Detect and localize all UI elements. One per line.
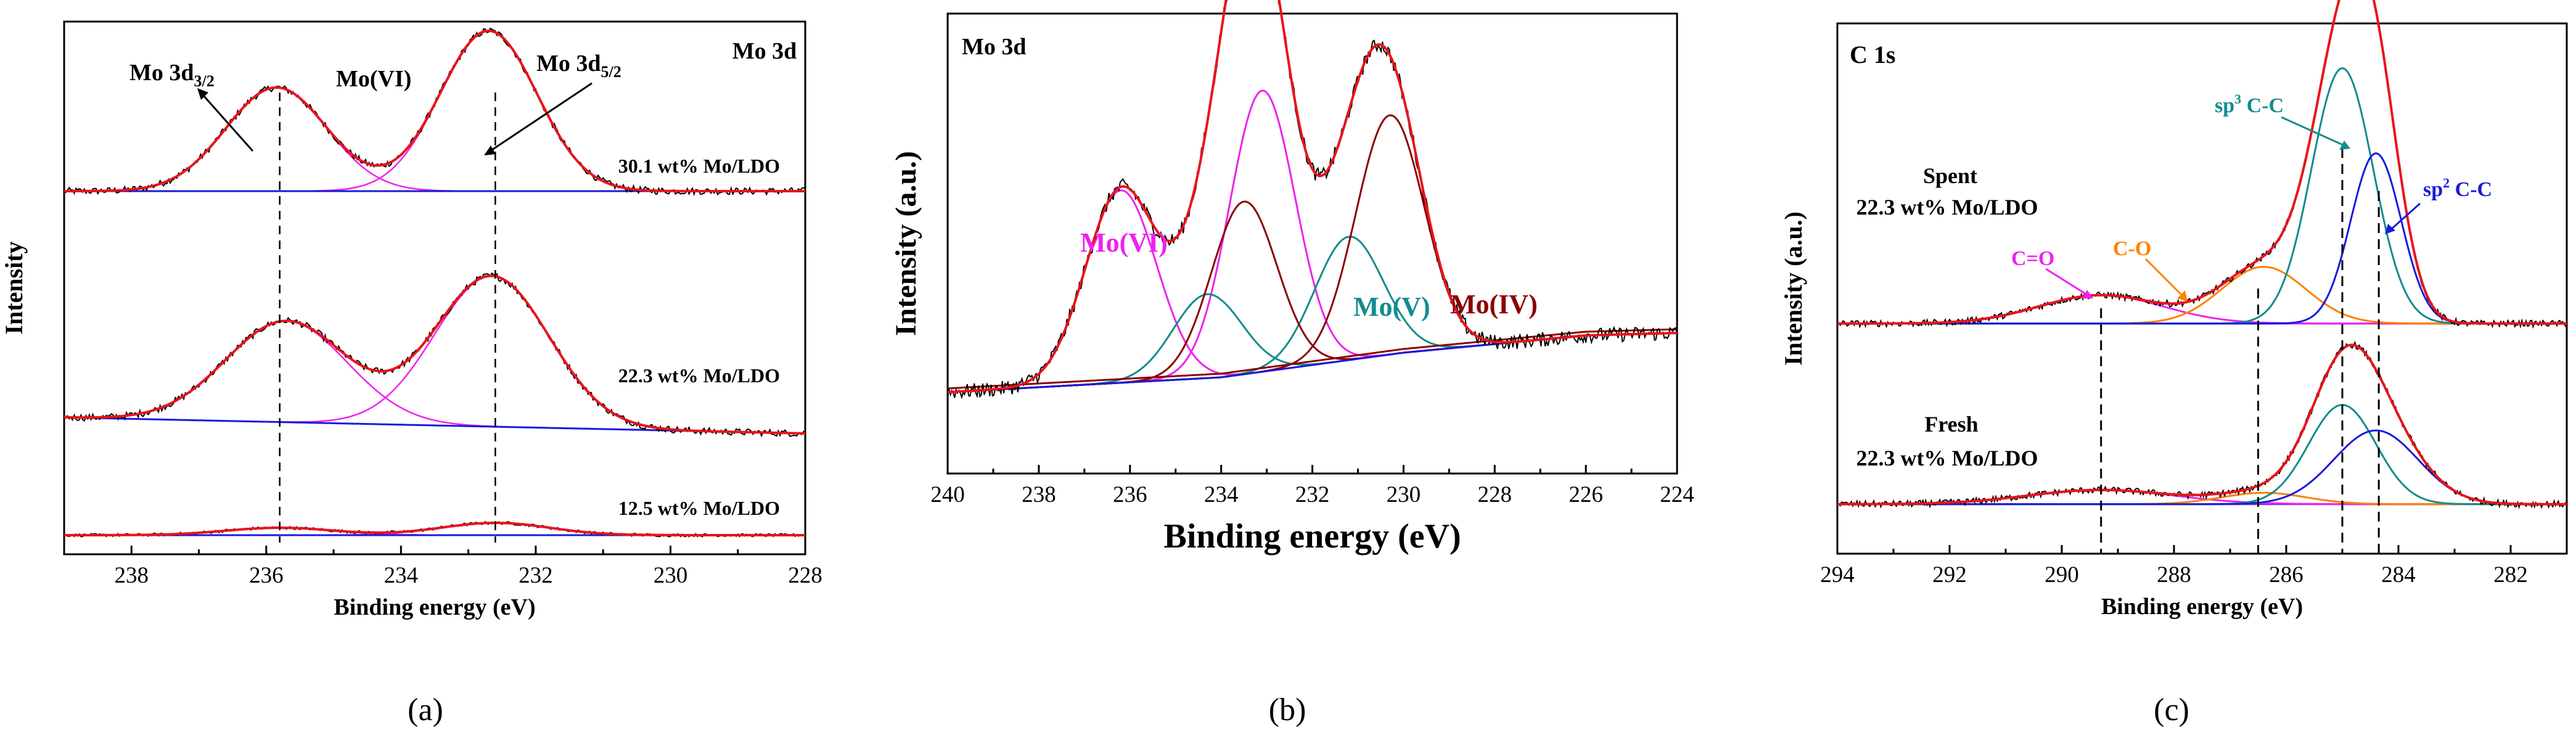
panel-a-arrow-shaft [202, 95, 254, 152]
panel-c-fit-envelope [1837, 0, 2567, 325]
panel-b-x-axis-label: Binding energy (eV) [1163, 517, 1461, 556]
panel-c-x-tick-label: 282 [2493, 562, 2528, 588]
panel-a-mo3d52-subscript: 5/2 [601, 63, 621, 81]
panel-c-spent-sample-label: 22.3 wt% Mo/LDO [1856, 195, 2038, 219]
panel-a: 238 236 234 232 230 228 Binding energy (eV) Int… [0, 20, 822, 620]
panel-a-x-tick-label: 236 [249, 563, 284, 588]
panel-b-mo4-label: Mo(IV) [1450, 289, 1538, 319]
panel-a-sample-label: 22.3 wt% Mo/LDO [618, 364, 780, 387]
panel-c-fresh-label: Fresh [1924, 412, 1978, 437]
panel-c-x-tick-label: 294 [1820, 562, 1855, 588]
panel-b: 240 238 236 234 232 230 228 226 224 Binding energ… [890, 0, 1694, 556]
panel-c-raw-spectrum [1837, 0, 2567, 329]
panel-c-raw-spectrum [1837, 340, 2567, 509]
panel-a-component-peak [64, 275, 806, 435]
panel-a-x-tick-label: 232 [519, 563, 553, 588]
panel-b-title: Mo 3d [962, 34, 1027, 60]
panel-c-ceo-arrow-head [2082, 290, 2093, 298]
panel-a-arrow-shaft [490, 82, 593, 152]
panel-b-component-peak [947, 236, 1678, 393]
panel-a-mo3d32-label: Mo 3d3/2 [129, 60, 215, 90]
caption-a: (a) [408, 692, 443, 728]
panel-b-x-tick-label: 230 [1387, 482, 1421, 507]
panel-c-sp3-label: sp3 C-C [2215, 91, 2284, 117]
panel-b-x-tick-label: 232 [1295, 482, 1330, 507]
panel-c-component-peak [1837, 294, 2567, 325]
panel-b-y-axis-label: Intensity (a.u.) [890, 151, 922, 336]
panel-b-x-tick-label: 234 [1204, 482, 1239, 507]
panel-a-x-tick-label: 230 [654, 563, 688, 588]
panel-b-x-tick-label: 240 [930, 482, 965, 507]
panel-a-plot-frame [63, 20, 806, 556]
panel-b-plot-frame [946, 12, 1678, 475]
panel-c-sp2-label: sp2 C-C [2423, 175, 2492, 201]
panel-c-sp3-rest: C-C [2241, 94, 2284, 117]
panel-a-mo3d32-subscript: 3/2 [194, 72, 215, 90]
panel-c-x-tick-label: 286 [2269, 562, 2303, 588]
panel-c-ceo-label: C=O [2011, 247, 2054, 270]
panel-c-co-arrow-head [2177, 290, 2188, 301]
panel-a-arrow-head [197, 88, 208, 100]
panel-c-x-tick-label: 292 [1932, 562, 1967, 588]
panel-c-spent-label: Spent [1923, 163, 1977, 188]
panel-c-sp3-superscript: 3 [2234, 91, 2241, 107]
panel-a-raw-spectrum [64, 272, 806, 438]
panel-a-arrow-head [484, 146, 496, 155]
panel-c-fit-envelope [1837, 343, 2567, 506]
panel-c: 294 292 290 288 286 284 282 Binding energy (eV)… [1779, 0, 2568, 620]
panel-a-sample-label: 12.5 wt% Mo/LDO [618, 497, 780, 519]
panel-b-x-tick-label: 238 [1022, 482, 1056, 507]
panel-a-title: Mo 3d [732, 38, 797, 64]
panel-b-background-line [947, 328, 1678, 390]
panel-c-co-label: C-O [2113, 237, 2151, 260]
panel-c-sp2-arrow [2390, 202, 2421, 231]
panel-c-x-axis-label: Binding energy (eV) [2101, 594, 2303, 620]
panel-c-sp3-arrow-head [2339, 141, 2350, 150]
panel-c-co-arrow [2144, 258, 2184, 297]
caption-c: (c) [2154, 692, 2189, 728]
panel-c-sp3-arrow [2281, 116, 2344, 146]
panel-a-fit-envelope [64, 29, 805, 192]
panel-a-mo6-label: Mo(VI) [336, 66, 411, 92]
panel-c-plot-frame [1836, 22, 2568, 555]
panel-a-y-axis-label: Intensity [0, 241, 28, 334]
panel-a-fit-envelope [64, 522, 805, 536]
panel-c-x-tick-label: 288 [2157, 562, 2191, 588]
panel-a-x-tick-label: 228 [788, 563, 822, 588]
panel-a-fit-envelope [64, 274, 806, 435]
panel-c-y-axis-label: Intensity (a.u.) [1779, 211, 1807, 366]
panel-c-sp2-superscript: 2 [2443, 175, 2450, 191]
panel-b-mo5-label: Mo(V) [1353, 292, 1430, 322]
panel-a-mo3d52-label: Mo 3d5/2 [536, 51, 621, 81]
panel-a-x-tick-label: 238 [115, 563, 149, 588]
panel-b-mo6-label: Mo(VI) [1080, 228, 1168, 258]
panel-b-component-peak [947, 293, 1678, 393]
caption-b: (b) [1269, 692, 1306, 728]
panel-c-ceo-arrow [2045, 268, 2088, 296]
panel-c-x-tick-label: 284 [2381, 562, 2416, 588]
panel-b-x-tick-label: 236 [1113, 482, 1147, 507]
panel-c-sp2-arrow-head [2385, 224, 2395, 234]
panel-b-x-tick-label: 226 [1569, 482, 1603, 507]
panel-a-x-tick-label: 234 [384, 563, 419, 588]
panel-c-title: C 1s [1850, 41, 1895, 68]
panel-c-x-tick-label: 290 [2045, 562, 2079, 588]
panel-b-x-tick-label: 224 [1660, 482, 1694, 507]
panel-b-fit-envelope [947, 0, 1678, 393]
panel-c-sp2-rest: C-C [2450, 178, 2492, 201]
panel-a-sample-label: 30.1 wt% Mo/LDO [618, 155, 780, 177]
panel-a-x-axis-label: Binding energy (eV) [334, 594, 535, 620]
panel-c-fresh-sample-label: 22.3 wt% Mo/LDO [1856, 446, 2038, 470]
panel-b-x-tick-label: 228 [1478, 482, 1512, 507]
